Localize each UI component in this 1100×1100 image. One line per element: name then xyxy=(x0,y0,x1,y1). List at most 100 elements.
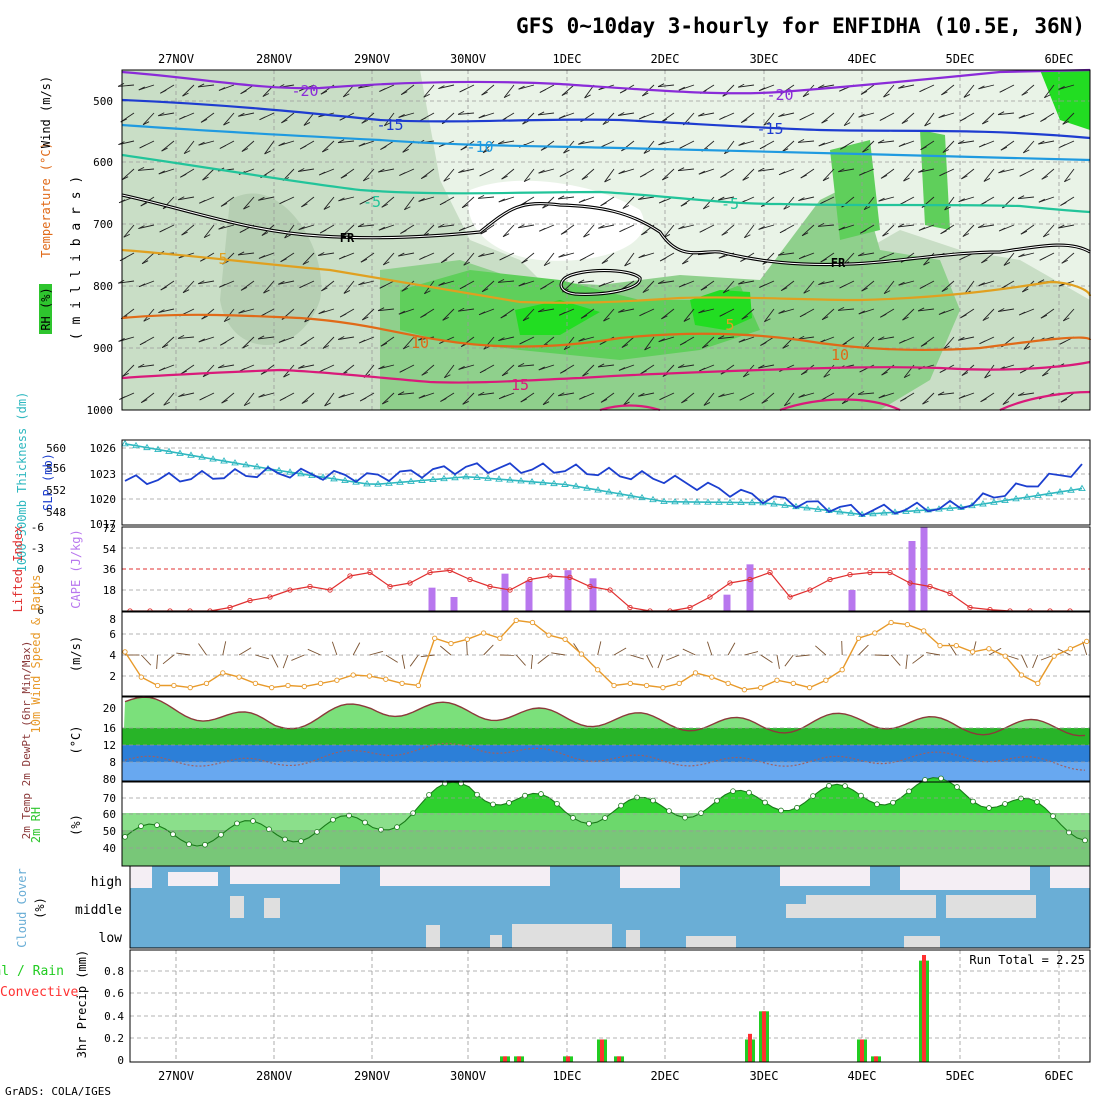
wind-barb-feather xyxy=(501,372,509,377)
wind-barb-feather xyxy=(358,281,365,286)
wind-barb xyxy=(727,642,736,656)
wind-barb-feather xyxy=(859,368,866,373)
wind-marker xyxy=(480,630,487,636)
wind-barb-feather xyxy=(517,362,525,367)
thickness-marker xyxy=(1001,496,1009,504)
wind-barb xyxy=(222,252,235,265)
wind-barb-feather xyxy=(598,224,605,229)
wind-barb xyxy=(776,654,780,669)
wind-marker xyxy=(774,677,780,683)
wind-barb xyxy=(118,336,135,342)
wind-barb xyxy=(202,364,215,378)
wind-barb xyxy=(818,224,835,227)
wind-barb-feather xyxy=(359,200,366,205)
wind-barb xyxy=(338,140,355,144)
wind-barb-feather xyxy=(283,373,290,378)
wind-barb-feather xyxy=(1023,149,1030,154)
thickness-marker xyxy=(638,493,646,501)
wind-barb-feather xyxy=(179,115,186,120)
wind-barb-feather xyxy=(481,91,488,96)
wind-barb xyxy=(118,280,135,284)
wind-marker xyxy=(1035,680,1041,687)
wind-barb-feather xyxy=(838,226,845,231)
wind-barb xyxy=(666,654,680,661)
top-date-label: 1DEC xyxy=(553,52,582,66)
wind-barb-feather xyxy=(820,258,827,263)
rh-shade-dry xyxy=(468,180,644,261)
thickness-marker xyxy=(396,478,404,485)
wind-barb xyxy=(483,336,495,350)
wind-barb-feather xyxy=(397,391,405,396)
wind-barb-feather xyxy=(999,88,1006,93)
wind-barb xyxy=(258,392,275,398)
wind-barb-feather xyxy=(243,402,251,407)
temp-band xyxy=(122,728,1090,745)
wind-barb-feather xyxy=(1039,256,1046,261)
wind-barb xyxy=(738,280,755,285)
wind-barb-feather xyxy=(442,316,449,321)
rh-marker xyxy=(218,831,224,838)
wind-barb xyxy=(321,280,335,292)
wind-barb-feather xyxy=(538,169,545,174)
wind-barb-feather xyxy=(539,227,546,232)
wind-barb xyxy=(501,364,515,377)
li-marker xyxy=(787,594,793,600)
wind-barb xyxy=(481,280,495,293)
wind-barb xyxy=(678,224,695,230)
li-marker xyxy=(327,587,333,593)
cape-ticks: 72 54 36 18 xyxy=(103,522,117,597)
pressure-tick: 900 xyxy=(93,342,113,355)
precip-convective-bar xyxy=(600,1039,604,1062)
thickness-marker xyxy=(682,498,690,505)
wind-barb-feather xyxy=(499,256,506,261)
rh-marker xyxy=(1082,837,1088,844)
rh-marker xyxy=(1002,801,1008,807)
li-marker xyxy=(567,574,573,581)
cloud-cover-panel: high middle low Cloud Cover (%) xyxy=(15,865,1091,949)
wind-barb xyxy=(778,112,795,118)
li-marker xyxy=(227,604,233,611)
wind-barb-feather xyxy=(839,284,846,289)
cape-tick: 72 xyxy=(103,522,116,535)
rh-marker xyxy=(474,791,480,798)
wind-barb-feather xyxy=(738,338,746,343)
thickness-marker xyxy=(693,498,701,505)
rh-marker xyxy=(858,792,864,799)
thickness-marker xyxy=(880,509,888,516)
wind-barb-feather xyxy=(399,368,406,373)
wind-barb xyxy=(878,336,895,341)
thickness-marker xyxy=(1034,491,1042,498)
wind-barb-feather xyxy=(958,336,965,341)
wind-barb-feather xyxy=(199,199,206,204)
wind-barb xyxy=(843,112,855,126)
rh-marker xyxy=(362,819,368,826)
thickness-marker xyxy=(330,475,338,482)
li-marker xyxy=(267,594,273,600)
wind-barb-feather xyxy=(579,395,586,400)
wind-barb xyxy=(623,392,635,406)
precip-ticks: 0.8 0.6 0.4 0.2 0 xyxy=(104,965,124,1067)
wind-barb-feather xyxy=(137,363,145,368)
wind-barb xyxy=(483,644,494,656)
isotherm-line xyxy=(121,153,1091,214)
wind-barb-feather xyxy=(297,168,305,172)
wind-barbs xyxy=(117,82,1075,407)
wind-barb-feather xyxy=(339,116,346,121)
wind-barb xyxy=(198,84,215,88)
wind-barb xyxy=(780,280,795,291)
rh-marker xyxy=(746,789,752,796)
wind-barb xyxy=(241,140,255,152)
wind-barb-feather xyxy=(158,170,165,175)
wind-barb xyxy=(744,224,755,239)
wind-barb-feather xyxy=(679,144,686,149)
wind-barb-feather xyxy=(758,364,765,369)
wind-barb xyxy=(321,140,335,153)
wind-barb-feather xyxy=(278,280,285,285)
wind-barb xyxy=(342,84,355,98)
wind-barb-feather xyxy=(837,306,845,311)
wind-barb xyxy=(181,224,195,236)
wind-barb-feather xyxy=(823,373,830,378)
wind-barb xyxy=(784,654,794,667)
wind-barb-feather xyxy=(860,91,868,95)
wind-barb-feather xyxy=(402,148,409,153)
